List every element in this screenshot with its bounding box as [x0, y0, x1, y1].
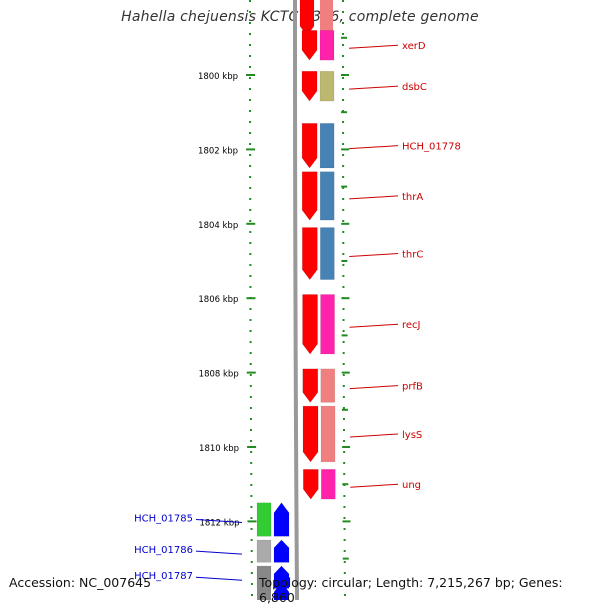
accession-label: Accession: NC_007645 — [9, 575, 152, 590]
gene-block — [320, 294, 335, 355]
outer-dotted-line — [342, 0, 347, 600]
gene-block — [320, 227, 335, 280]
gene-label: prfB — [402, 382, 423, 393]
scale-tick-label: 1810 kbp — [199, 444, 239, 454]
gene-leader-line — [349, 385, 399, 390]
gene-leader-line — [349, 195, 399, 200]
gene-block — [320, 0, 333, 36]
gene-leader-line — [195, 550, 243, 555]
strand-arrow-forward — [302, 294, 318, 355]
gene-label: recJ — [402, 320, 421, 331]
gene-leader-line — [195, 519, 243, 524]
gene-label: thrA — [402, 192, 423, 203]
strand-arrow-forward — [301, 70, 318, 102]
gene-label: HCH_01787 — [134, 571, 193, 582]
scale-tick-label: 1802 kbp — [198, 146, 238, 156]
gene-block — [320, 405, 336, 463]
scale-tick-label: 1812 kbp — [199, 518, 239, 528]
strand-arrow-forward — [302, 405, 319, 463]
gene-leader-line — [349, 145, 399, 150]
scale-dotted-line — [249, 0, 254, 600]
gene-block — [257, 585, 271, 600]
strand-arrow-forward — [302, 227, 318, 281]
gene-label: xerD — [402, 41, 426, 52]
gene-block — [256, 502, 272, 537]
gene-label: lysS — [402, 430, 422, 441]
gene-label: HCH_01786 — [134, 545, 193, 556]
strand-arrow-reverse — [273, 581, 290, 600]
gene-block — [320, 469, 336, 500]
strand-arrow-forward — [301, 171, 318, 221]
gene-label: ung — [402, 480, 421, 491]
gene-leader-line — [349, 323, 399, 328]
gene-block — [319, 171, 335, 221]
scale-tick-label: 1808 kbp — [199, 370, 239, 380]
gene-block — [319, 123, 335, 169]
strand-arrow-forward — [302, 469, 319, 500]
genome-summary: Topology: circular; Length: 7,215,267 bp… — [259, 575, 563, 605]
scale-tick-label: 1800 kbp — [198, 72, 238, 82]
page-title: Hahella chejuensis KCTC 2396, complete g… — [121, 9, 479, 25]
gene-leader-line — [348, 85, 399, 90]
gene-leader-line — [348, 44, 399, 49]
gene-block — [320, 368, 336, 403]
strand-arrow-forward — [301, 30, 318, 61]
strand-arrow-forward — [301, 123, 318, 169]
gene-leader-line — [195, 576, 243, 581]
scale-tick-label: 1804 kbp — [198, 221, 238, 231]
gene-label: HCH_01778 — [402, 142, 461, 153]
gene-block — [256, 539, 272, 563]
gene-leader-line — [350, 483, 399, 488]
gene-label: HCH_01785 — [134, 514, 193, 525]
gene-label: thrC — [402, 250, 423, 261]
gene-block — [319, 30, 335, 61]
scale-tick-label: 1806 kbp — [198, 295, 238, 305]
gene-leader-line — [349, 433, 399, 438]
strand-arrow-reverse — [273, 502, 290, 537]
gene-label: dsbC — [402, 82, 427, 93]
gene-block — [319, 70, 335, 102]
gene-leader-line — [349, 253, 399, 258]
genome-backbone — [293, 0, 300, 600]
strand-arrow-reverse — [273, 539, 290, 563]
strand-arrow-forward — [302, 368, 319, 403]
